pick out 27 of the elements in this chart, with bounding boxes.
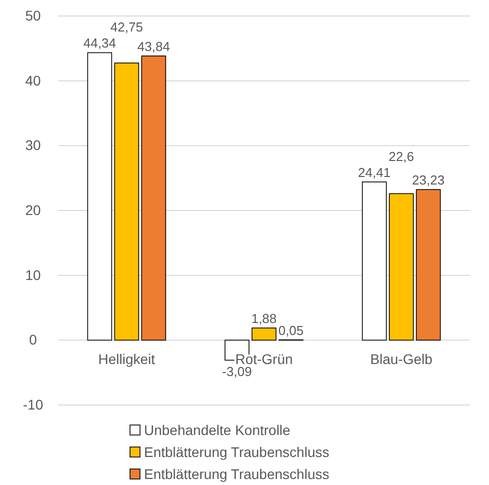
- y-tick-label: 10: [25, 266, 41, 283]
- legend-label: Entblätterung Traubenschluss: [144, 466, 330, 482]
- data-label: 1,88: [251, 310, 277, 326]
- bar: [141, 56, 166, 341]
- bar: [252, 328, 276, 341]
- data-label: 23,23: [412, 172, 445, 188]
- bar: [416, 189, 441, 341]
- bar: [362, 182, 387, 341]
- data-label: 22,6: [388, 148, 414, 164]
- x-tick-label: Blau-Gelb: [370, 351, 433, 368]
- y-tick-label: 30: [25, 137, 41, 154]
- data-label: 42,75: [110, 20, 143, 35]
- y-tick-label: 40: [25, 72, 41, 88]
- y-tick-label: 50: [25, 7, 41, 24]
- data-label: 0,05: [278, 322, 304, 338]
- data-label: 43,84: [137, 38, 170, 54]
- bar: [388, 193, 414, 341]
- legend-label: Unbehandelte Kontrolle: [144, 422, 291, 438]
- data-label: 24,41: [358, 164, 391, 180]
- x-tick-label: Helligkeit: [98, 351, 156, 368]
- data-label: 44,34: [83, 36, 116, 51]
- y-tick-label: 20: [25, 202, 41, 218]
- y-tick-label: -10: [22, 396, 44, 412]
- bar: [114, 62, 140, 341]
- legend-label: Entblätterung Traubenschluss: [144, 444, 330, 460]
- y-tick-label: 0: [29, 332, 38, 348]
- bar: [87, 52, 112, 341]
